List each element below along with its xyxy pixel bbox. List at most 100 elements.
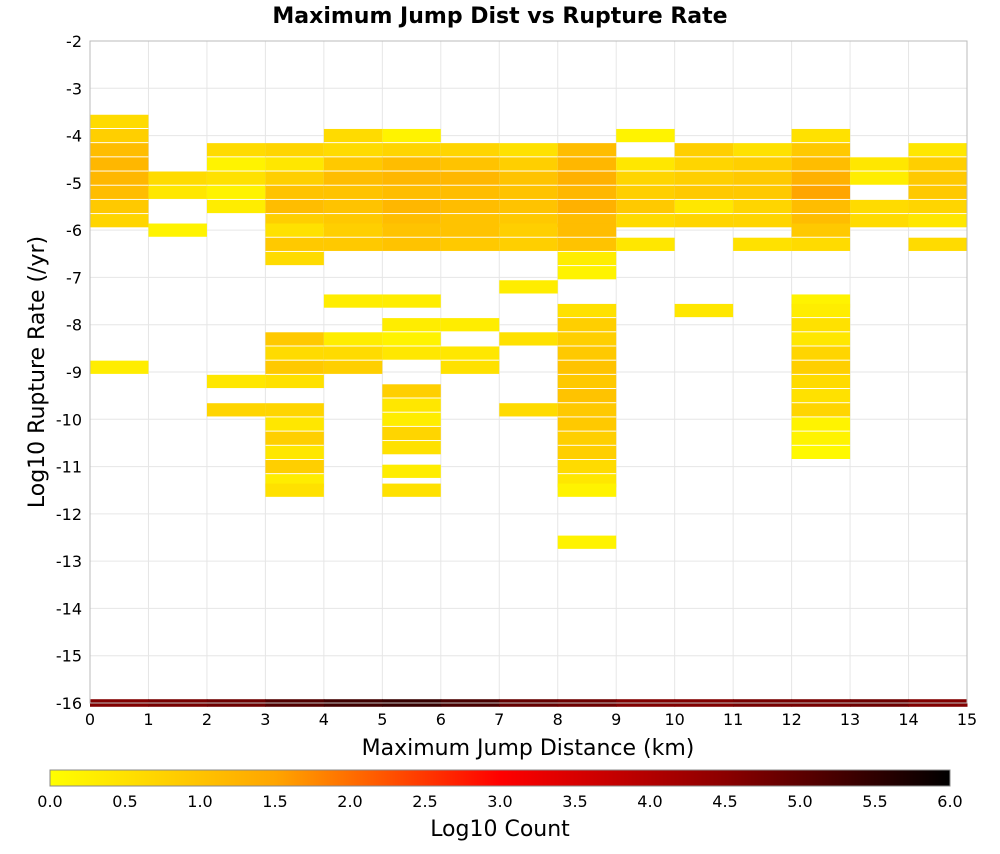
heatmap-cell [557,535,617,549]
heatmap-cell [791,157,851,171]
heatmap-cell [733,214,792,228]
heatmap-cell [382,426,441,441]
colorbar-tick-label: 2.5 [412,792,437,811]
heatmap-cell [616,128,675,143]
heatmap-cell [791,403,851,417]
heatmap-cell [791,303,851,318]
heatmap-cell [323,157,383,171]
heatmap-cell [733,199,792,214]
heatmap-cell [440,185,500,199]
x-tick-label: 12 [781,710,801,729]
heatmap-cell [616,185,675,199]
heatmap-cell [265,185,324,199]
heatmap-cell [557,303,617,318]
heatmap-cell [557,185,617,199]
heatmap-cell [382,384,441,398]
chart-title: Maximum Jump Dist vs Rupture Rate [272,4,727,29]
heatmap-cell [908,199,967,214]
heatmap-cell [616,237,675,251]
heatmap-cell [90,360,149,374]
colorbar-tick-label: 0.5 [112,792,137,811]
x-tick-label: 4 [319,710,329,729]
y-tick-label: -10 [56,410,82,429]
heatmap-cell [557,403,617,417]
heatmap-cell [499,171,558,185]
x-tick-label: 2 [202,710,212,729]
heatmap-cell [90,214,149,228]
heatmap-cell [90,143,149,157]
heatmap-cell [674,199,734,214]
heatmap-cell [265,223,324,237]
heatmap-cell [499,332,558,346]
heatmap-cell [791,143,851,157]
heatmap-cell [382,171,441,185]
heatmap-cell [323,360,383,374]
heatmap-cell [791,199,851,214]
heatmap-cell [557,360,617,374]
y-tick-label: -6 [66,221,82,240]
heatmap-cell [323,199,383,214]
heatmap-cell [616,171,675,185]
y-tick-label: -3 [66,79,82,98]
heatmap-cell [791,223,851,237]
heatmap-cell [382,483,441,497]
heatmap-cells [90,114,968,707]
heatmap-cell [908,143,967,157]
heatmap-cell [499,223,558,237]
heatmap-cell [206,171,266,185]
heatmap-cell [791,237,851,251]
heatmap-cell [674,303,734,318]
heatmap-cell [382,294,441,308]
heatmap-cell [791,431,851,445]
heatmap-cell [908,185,967,199]
x-tick-label: 1 [143,710,153,729]
heatmap-cell [440,143,500,157]
colorbar-tick-label: 0.0 [37,792,62,811]
heatmap-cell [616,214,675,228]
heatmap-cell [90,157,149,171]
y-tick-label: -15 [56,647,82,666]
heatmap-cell [557,318,617,332]
heatmap-cell [557,483,617,497]
heatmap-cell [674,143,734,157]
heatmap-cell [791,389,851,403]
colorbar-tick-labels: 0.0 0.5 1.0 1.5 2.0 2.5 3.0 3.5 4.0 4.5 5.0 5.5 6.0 [37,792,962,811]
heatmap-cell [440,360,500,374]
heatmap-cell [206,199,266,214]
heatmap-cell [557,445,617,460]
x-tick-label: 15 [957,710,977,729]
heatmap-cell [382,412,441,426]
colorbar-tick-label: 6.0 [937,792,962,811]
heatmap-cell [265,431,324,445]
heatmap-cell [382,318,441,332]
heatmap-cell [850,214,909,228]
y-tick-label: -13 [56,552,82,571]
heatmap-cell [908,237,967,251]
heatmap-cell [440,199,500,214]
y-tick-label: -11 [56,458,82,477]
y-tick-label: -8 [66,316,82,335]
heatmap-cell [148,223,207,237]
y-tick-label: -5 [66,174,82,193]
heatmap-cell [323,128,383,143]
colorbar-tick-label: 1.5 [262,792,287,811]
heatmap-cell [265,417,324,431]
heatmap-cell [440,157,500,171]
heatmap-cell [557,237,617,251]
heatmap-cell [557,417,617,431]
heatmap-cell [323,223,383,237]
heatmap-cell [499,185,558,199]
heatmap-cell [440,237,500,251]
colorbar-tick-label: 4.0 [637,792,662,811]
heatmap-cell [382,185,441,199]
heatmap-cell [90,114,149,129]
heatmap-cell [206,157,266,171]
heatmap-cell [265,143,324,157]
heatmap-cell [499,280,558,294]
heatmap-cell [323,346,383,360]
heatmap-cell [265,403,324,417]
heatmap-cell [265,237,324,251]
heatmap-cell [323,294,383,308]
x-tick-labels: 0 1 2 3 4 5 6 7 8 9 10 11 12 13 14 15 [85,710,977,729]
